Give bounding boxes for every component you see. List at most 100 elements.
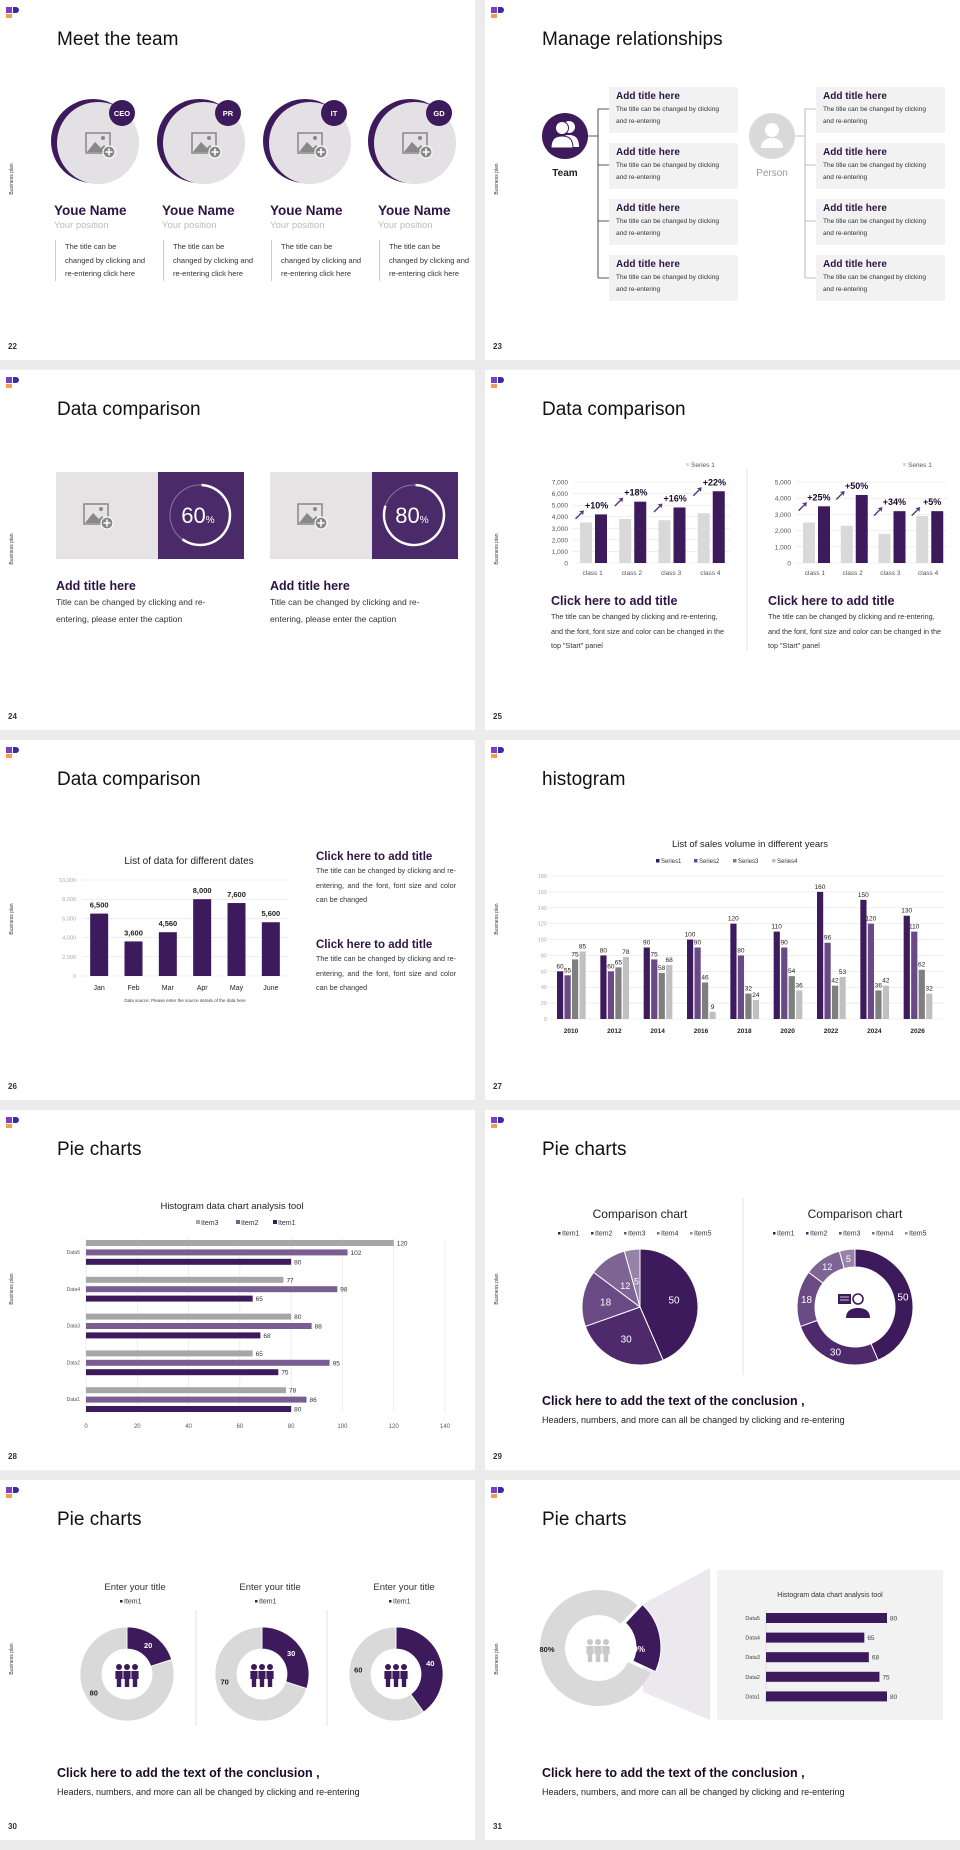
bar-item2 [86,1396,307,1403]
legend-swatch [905,1232,908,1235]
relationship-box[interactable]: Add title here The title can be changed b… [609,143,738,189]
bar [158,932,177,976]
slide-24[interactable]: Business plan 24 Data comparison 60% 80% … [0,370,475,730]
slice-label: 30 [287,1649,295,1658]
page-number: 22 [8,342,17,351]
bar-item2 [86,1323,312,1329]
legend-swatch [686,463,689,466]
member-position: Your position [378,220,433,231]
data-label: 80 [890,1616,898,1623]
legend-label: Item2 [241,1220,259,1227]
y-tick-label: 3,000 [552,526,569,533]
horizontal-bar-chart: Histogram data chart analysis tool Item3 I… [67,1201,451,1430]
y-tick-label: 140 [538,906,547,912]
bar-series3 [572,959,579,1019]
badge-label: CEO [114,109,130,118]
x-tick-label: class 3 [661,570,682,577]
member-name[interactable]: Youe Name [162,203,235,218]
data-label: 98 [340,1287,348,1294]
x-tick-label: 40 [185,1424,192,1430]
slide-29[interactable]: Business plan 29 Pie charts Comparison c… [485,1110,960,1470]
relationship-box[interactable]: Add title here The title can be changed b… [609,199,738,245]
data-label: 65 [615,959,623,966]
member-name[interactable]: Youe Name [378,203,451,218]
conclusion-title[interactable]: Click here to add the text of the conclu… [542,1394,805,1408]
relationship-box[interactable]: Add title here The title can be changed b… [609,87,738,133]
data-source-note: Data source: Please enter the source det… [124,998,246,1003]
donut-slice-rest [79,1626,175,1722]
bar-series-1 [916,516,929,563]
y-tick-label: Data2 [67,1360,81,1366]
data-label: 32 [926,986,934,993]
percent-value: 80% [395,503,428,528]
y-tick-label: Data3 [745,1655,760,1661]
card-title[interactable]: Add title here [56,579,136,593]
block-title[interactable]: Click here to add title [768,594,895,608]
x-tick-label: 2024 [867,1028,882,1035]
bar-series3 [875,990,882,1019]
y-tick-label: 100 [538,938,547,944]
y-tick-label: Data4 [745,1636,760,1642]
data-label: 53 [839,969,847,976]
progress-cards: 60% 80% [56,472,458,559]
slide-25[interactable]: Business plan 25 Data comparison 0 1,000 2… [485,370,960,730]
conclusion-title[interactable]: Click here to add the text of the conclu… [57,1766,320,1780]
card-title[interactable]: Add title here [270,579,350,593]
legend-swatch [558,1232,561,1235]
y-tick-label: 0 [73,974,76,980]
conclusion-title[interactable]: Click here to add the text of the conclu… [542,1766,805,1780]
data-label: 80 [294,1314,302,1321]
slide-title: Pie charts [542,1509,627,1530]
data-label: 90 [694,940,702,947]
data-label: 65 [256,1296,264,1303]
slide-23[interactable]: Business plan 23 Manage relationships Te… [485,0,960,360]
data-label: 68 [263,1333,271,1340]
relationship-box[interactable]: Add title here The title can be changed b… [609,255,738,301]
member-name[interactable]: Youe Name [54,203,127,218]
relationship-box[interactable]: Add title here The title can be changed b… [816,255,945,301]
y-tick-label: 60 [541,969,547,975]
relationship-box[interactable]: Add title here The title can be changed b… [816,143,945,189]
slice-label: 50 [897,1293,909,1304]
growth-arrow-icon [911,507,921,517]
relationship-box[interactable]: Add title here The title can be changed b… [816,87,945,133]
block-title[interactable]: Click here to add title [551,594,678,608]
avatar[interactable]: GD [365,93,465,193]
slide-28[interactable]: Business plan 28 Pie charts Histogram da… [0,1110,475,1470]
slide-27[interactable]: Business plan 27 histogram List of sales… [485,740,960,1100]
data-label: 86 [310,1397,318,1404]
avatar[interactable]: PR [154,93,254,193]
legend-swatch [806,1232,809,1235]
slide-22[interactable]: Business plan 22 Meet the team CEO Youe … [0,0,475,360]
bar-series1 [730,923,737,1019]
chart-title: Comparison chart [808,1207,903,1221]
growth-label: +34% [883,497,906,507]
data-label: 68 [666,957,674,964]
block-title[interactable]: Click here to add title [316,851,433,863]
donut-breakdown: 20% 80% Histogram data chart analysis tool… [539,1568,943,1720]
member-name[interactable]: Youe Name [270,203,343,218]
bar-series4 [796,990,803,1019]
avatar[interactable]: IT [260,93,360,193]
image-placeholder-icon [402,132,433,159]
avatar[interactable]: CEO [48,93,148,193]
slide-31[interactable]: Business plan 31 Pie charts 20% 80% Histog… [485,1480,960,1840]
slice-label: 60 [354,1665,362,1674]
card-caption: Title can be changed by clicking and re-… [56,597,206,624]
bar-series-2 [931,511,944,563]
y-tick-label: 40 [541,985,547,991]
data-label: 8,000 [193,886,212,895]
data-label: 110 [909,924,920,931]
image-placeholder-icon [297,503,328,530]
x-tick-label: 60 [237,1424,244,1430]
bar-series-1 [658,520,671,563]
x-tick-label: Apr [197,985,209,992]
bar-series3 [745,993,752,1019]
relationship-box[interactable]: Add title here The title can be changed b… [816,199,945,245]
customer-service-icon [838,1293,870,1318]
bar-item1 [86,1369,279,1376]
bar-series-2 [855,494,868,563]
block-title[interactable]: Click here to add title [316,939,433,951]
slide-26[interactable]: Business plan 26 Data comparison List of… [0,740,475,1100]
slide-30[interactable]: Business plan 30 Pie charts Enter your t… [0,1480,475,1840]
